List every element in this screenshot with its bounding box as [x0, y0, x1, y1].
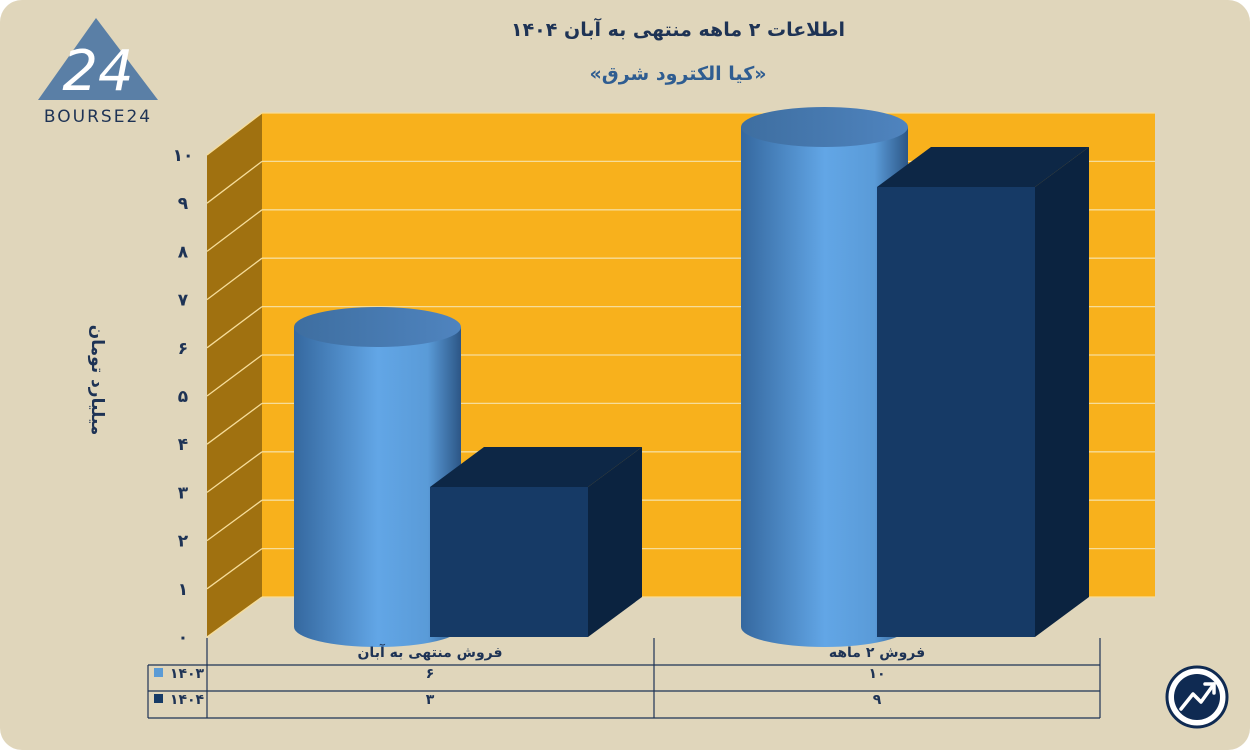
bar-cylinder-top: [294, 307, 461, 347]
table-value-cell: ۶: [426, 666, 435, 682]
table-value-cell: ۹: [873, 692, 882, 708]
legend-swatch: [154, 668, 163, 677]
y-tick-label: ۷: [178, 291, 189, 311]
gridline-side: [206, 402, 263, 445]
table-category-label: فروش ۲ ماهه: [829, 645, 925, 661]
bar-box-top: [877, 147, 1089, 187]
legend-series-name: ۱۴۰۴: [170, 692, 205, 708]
y-tick-label: ۶: [178, 339, 188, 359]
bar-box-side: [588, 447, 642, 637]
y-tick-label: ۴: [178, 435, 188, 455]
bar-cylinder-top: [741, 107, 908, 147]
gridline-side: [206, 354, 263, 397]
gridline-side: [206, 596, 263, 638]
y-tick-label: ۰: [178, 628, 188, 648]
chart-subtitle: «کیا الکترود شرق»: [589, 63, 766, 85]
gridline-side: [206, 499, 263, 542]
table-value-cell: ۱۰: [868, 666, 885, 682]
data-table: فروش منتهی به آبان فروش ۲ ماهه ۱۴۰۳ ۶ ۱۰ ۱۴۰۴…: [147, 638, 1101, 719]
gridline-side: [206, 112, 263, 156]
chart-title: اطلاعات ۲ ماهه منتهی به آبان ۱۴۰۴: [511, 17, 845, 41]
bars: [294, 107, 1089, 647]
logo-triangle: [38, 18, 158, 100]
gridline-side: [206, 548, 263, 590]
y-tick-label: ۱۰: [173, 146, 194, 166]
logo-text: BOURSE24: [44, 107, 152, 127]
bar-box-front: [877, 187, 1035, 637]
bar-box-front: [430, 487, 588, 637]
bar-cylinder-body: [294, 327, 461, 647]
y-tick-label: ۳: [178, 483, 189, 503]
logo-number: 24: [62, 39, 133, 104]
y-tick-label: ۱: [178, 580, 188, 600]
bar-box-side: [1035, 147, 1089, 637]
table-value-cell: ۳: [426, 692, 435, 708]
bar-cylinder-body: [741, 127, 908, 647]
gridline-side: [206, 209, 263, 252]
gridline-side: [206, 451, 263, 493]
y-tick-label: ۲: [178, 532, 189, 552]
y-axis-ticks: ۰ ۱ ۲ ۳ ۴ ۵ ۶ ۷ ۸ ۹ ۱۰: [173, 146, 194, 648]
gridline-side: [206, 160, 263, 204]
y-tick-label: ۵: [178, 387, 188, 407]
legend-series-name: ۱۴۰۳: [170, 666, 205, 682]
y-axis-label: میلیارد تومان: [87, 325, 107, 436]
trend-chart-icon: [1165, 665, 1229, 729]
y-tick-label: ۸: [178, 242, 189, 262]
gridline-side: [206, 257, 263, 301]
bar-box-top: [430, 447, 642, 487]
table-category-label: فروش منتهی به آبان: [357, 643, 502, 661]
y-tick-label: ۹: [178, 194, 189, 214]
legend-swatch: [154, 694, 163, 703]
gridline-side: [206, 306, 263, 349]
brand-logo: 24 BOURSE24: [38, 18, 158, 127]
